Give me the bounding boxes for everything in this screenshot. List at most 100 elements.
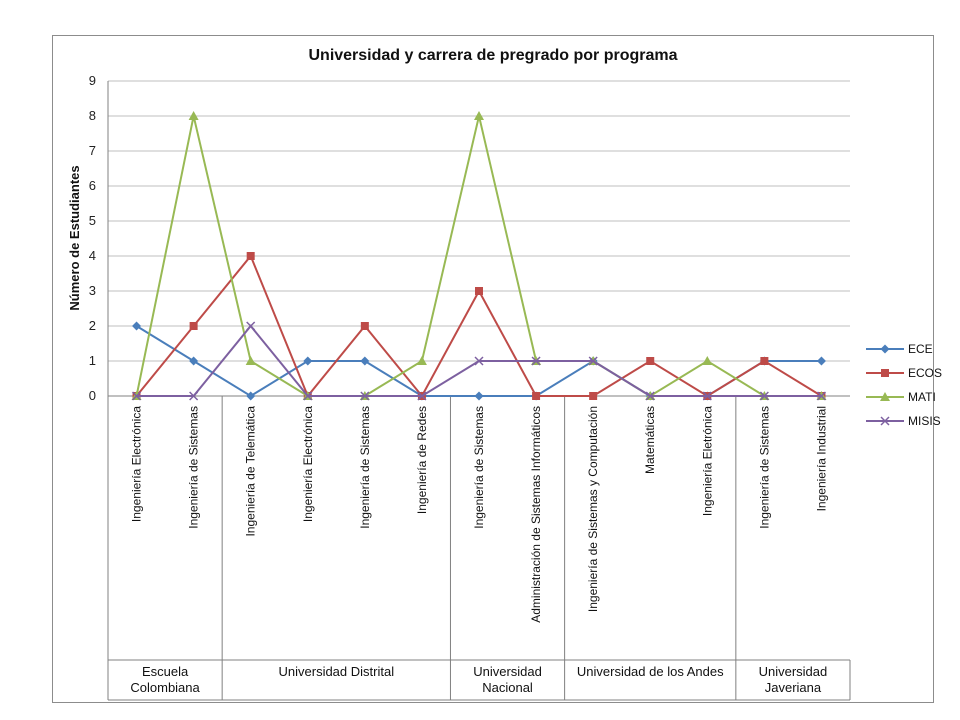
y-tick-label: 1: [89, 353, 96, 368]
group-labels: Escuela Colombiana Universidad Distrital Un…: [130, 664, 827, 695]
y-tick-label: 7: [89, 143, 96, 158]
legend-label: ECE: [908, 342, 933, 356]
y-tick-label: 9: [89, 73, 96, 88]
category-label: Ingeniería de Redes: [415, 406, 429, 514]
group-label-line: Javeriana: [765, 680, 822, 695]
data-point: [531, 356, 541, 366]
data-point-stroke: [702, 391, 712, 401]
data-point: [188, 111, 199, 120]
legend-item: MATI: [866, 390, 936, 404]
data-point: [646, 357, 655, 365]
chart-frame: [52, 35, 934, 703]
data-point: [880, 416, 890, 426]
data-point-stroke: [588, 356, 598, 366]
legend-item: MISIS: [866, 414, 941, 428]
data-point: [881, 369, 889, 377]
data-point: [474, 111, 484, 120]
data-point-stroke: [360, 391, 370, 401]
legend-label: MISIS: [908, 414, 941, 428]
y-tick-label: 2: [89, 318, 96, 333]
category-label: Ingeniería de Sistemas: [757, 406, 771, 529]
group-label: Escuela Colombiana: [130, 664, 200, 695]
data-point: [702, 391, 712, 401]
category-grid: [107, 396, 851, 701]
data-point: [588, 356, 598, 366]
chart-title: Universidad y carrera de pregrado por pr…: [308, 47, 677, 64]
group-label-line: Universidad: [759, 664, 828, 679]
data-point-stroke: [816, 391, 826, 401]
category-label: Ingeniería de Sistemas: [472, 406, 486, 529]
data-point: [475, 287, 483, 295]
data-point: [246, 252, 255, 260]
legend-label: MATI: [908, 390, 936, 404]
y-tick-label: 6: [89, 178, 96, 193]
group-label-line: Universidad: [473, 664, 542, 679]
data-point: [645, 391, 655, 401]
y-axis-label: Número de Estudiantes: [67, 165, 82, 310]
y-tick-label: 8: [89, 108, 96, 123]
data-point: [759, 391, 769, 401]
data-point-stroke: [759, 391, 769, 401]
group-label-line: Universidad de los Andes: [577, 664, 724, 679]
legend-item: ECE: [866, 342, 933, 356]
y-tick-labels: 0 1 2 3 4 5 6 7 8 9: [89, 73, 96, 403]
group-label-line: Colombiana: [130, 680, 200, 695]
data-point-stroke: [246, 321, 256, 331]
group-label: Universidad Nacional: [473, 664, 542, 695]
data-point: [816, 391, 826, 401]
data-point-stroke: [880, 416, 890, 426]
group-label-line: Nacional: [482, 680, 533, 695]
data-point: [474, 356, 484, 366]
legend-label: ECOS: [908, 366, 942, 380]
data-point-stroke: [303, 391, 313, 401]
group-label: Universidad Distrital: [279, 664, 395, 679]
data-point: [189, 322, 198, 330]
y-tick-label: 4: [89, 248, 96, 263]
data-point: [360, 391, 370, 401]
category-label: Ingeniería Electrónica: [130, 406, 144, 522]
data-point-stroke: [132, 391, 142, 401]
category-label: Ingeniería Electrónica: [301, 406, 315, 522]
data-point: [880, 344, 890, 354]
data-point: [246, 391, 256, 401]
data-point: [416, 356, 427, 365]
category-label: Ingeniería Eletrónica: [700, 406, 714, 516]
data-point: [303, 356, 313, 366]
category-label: Ingeniería de Telemática: [244, 406, 258, 537]
data-point: [360, 356, 370, 366]
data-point: [132, 391, 142, 401]
data-point-stroke: [531, 356, 541, 366]
data-point-stroke: [189, 391, 199, 401]
data-point: [246, 321, 256, 331]
data-point: [702, 356, 713, 365]
data-point-stroke: [645, 391, 655, 401]
data-point-stroke: [474, 356, 484, 366]
category-labels: Ingeniería Electrónica Ingeniería de Sist…: [130, 406, 829, 623]
data-point: [360, 322, 369, 330]
data-point: [245, 356, 256, 365]
category-label: Ingeniería Industrial: [814, 406, 828, 511]
data-point: [189, 391, 199, 401]
data-point: [880, 392, 890, 401]
data-point: [532, 392, 541, 400]
data-point: [303, 391, 313, 401]
legend: ECE ECOS MATI MISIS: [866, 342, 942, 428]
y-tick-label: 0: [89, 388, 96, 403]
legend-item: ECOS: [866, 366, 942, 380]
y-tick-label: 3: [89, 283, 96, 298]
gridlines: [107, 80, 850, 660]
series-group: [131, 111, 827, 401]
data-point: [417, 391, 427, 401]
category-label: Ingeniería de Sistemas: [358, 406, 372, 529]
group-label-line: Universidad Distrital: [279, 664, 395, 679]
data-point: [816, 356, 826, 366]
group-label: Universidad de los Andes: [577, 664, 724, 679]
category-label: Matemáticas: [643, 406, 657, 474]
data-point: [474, 391, 484, 401]
category-label: Administración de Sistemas Informáticos: [529, 406, 543, 623]
data-point: [189, 356, 199, 366]
group-label: Universidad Javeriana: [759, 664, 828, 695]
data-point: [132, 321, 142, 331]
data-point-stroke: [417, 391, 427, 401]
